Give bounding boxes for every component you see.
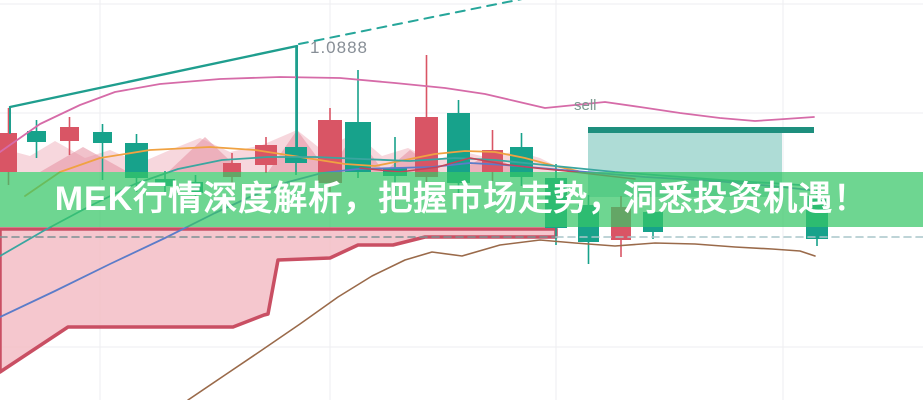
candle-body <box>60 127 79 141</box>
ma-pink <box>0 76 815 153</box>
candle-body <box>93 132 112 143</box>
promo-banner-text: MEK行情深度解析，把握市场走势，洞悉投资机遇！ <box>54 179 869 218</box>
candle-body <box>482 150 503 172</box>
promo-banner: MEK行情深度解析，把握市场走势，洞悉投资机遇！ <box>0 172 923 227</box>
ma-orange <box>24 146 579 197</box>
trendline-projection-dashed <box>298 0 523 45</box>
sell-zone-bar <box>588 127 814 133</box>
candle-body <box>285 147 307 163</box>
trendline-solid <box>8 44 299 109</box>
candle-body <box>27 131 46 142</box>
candle-body <box>255 145 277 165</box>
ma-brown <box>187 239 816 400</box>
lower-pink-cloud <box>0 227 558 374</box>
cloud-accent-1 <box>40 147 128 172</box>
candle-body <box>0 133 17 172</box>
candle-body <box>415 117 438 177</box>
